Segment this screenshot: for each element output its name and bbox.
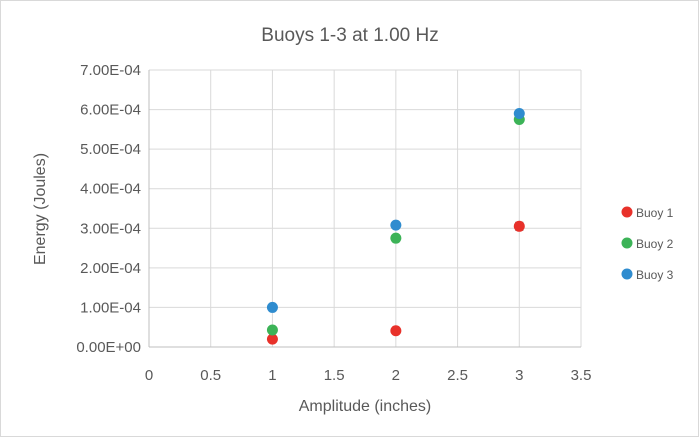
- legend-label: Buoy 1: [636, 206, 674, 220]
- legend-label: Buoy 2: [636, 237, 674, 251]
- x-tick-label: 0: [145, 367, 153, 384]
- chart-title: Buoys 1-3 at 1.00 Hz: [261, 25, 438, 46]
- y-tick-label: 0.00E+00: [76, 339, 141, 356]
- x-tick-label: 1: [268, 367, 276, 384]
- legend-label: Buoy 3: [636, 268, 674, 282]
- y-tick-label: 4.00E-04: [80, 181, 141, 198]
- legend-marker: [621, 268, 633, 280]
- data-point-buoy-1: [513, 220, 525, 232]
- x-axis-title: Amplitude (inches): [299, 398, 432, 415]
- tick-labels: 0.00E+00 1.00E-04 2.00E-04 3.00E-04 4.00E-04…: [76, 62, 591, 384]
- gridlines: [149, 69, 582, 347]
- legend-marker: [621, 206, 633, 218]
- data-point-buoy-1: [266, 333, 278, 345]
- axes: [148, 70, 581, 348]
- data-point-buoy-1: [390, 325, 402, 337]
- legend: Buoy 1 Buoy 2 Buoy 3: [621, 206, 674, 282]
- x-tick-label: 2: [392, 367, 400, 384]
- data-point-buoy-2: [266, 324, 278, 336]
- y-tick-label: 5.00E-04: [80, 141, 141, 158]
- data-point-buoy-3: [390, 219, 402, 231]
- x-tick-label: 0.5: [200, 367, 221, 384]
- data-point-buoy-2: [390, 232, 402, 244]
- x-tick-label: 3: [515, 367, 523, 384]
- y-tick-label: 2.00E-04: [80, 260, 141, 277]
- legend-marker: [621, 237, 633, 249]
- data-point-buoy-3: [513, 108, 525, 120]
- y-tick-label: 6.00E-04: [80, 102, 141, 119]
- y-axis-title: Energy (Joules): [32, 153, 49, 265]
- y-tick-label: 3.00E-04: [80, 220, 141, 237]
- data-point-buoy-3: [266, 301, 278, 313]
- y-tick-label: 7.00E-04: [80, 62, 141, 79]
- x-tick-label: 2.5: [447, 367, 468, 384]
- data-points: [266, 108, 525, 345]
- x-tick-label: 3.5: [571, 367, 592, 384]
- x-tick-label: 1.5: [324, 367, 345, 384]
- y-tick-label: 1.00E-04: [80, 299, 141, 316]
